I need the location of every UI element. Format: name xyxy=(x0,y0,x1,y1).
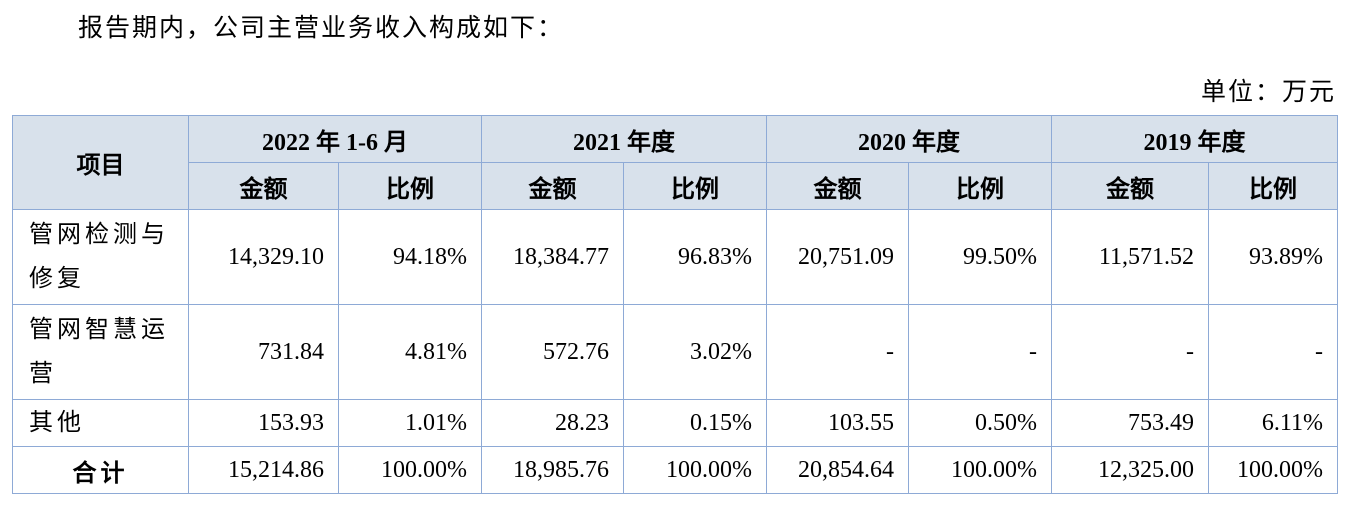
header-subcolumn: 金额 xyxy=(481,162,624,210)
table-cell: 12,325.00 xyxy=(1051,446,1209,494)
table-cell: 28.23 xyxy=(481,399,624,447)
table-cell: - xyxy=(908,304,1052,400)
header-subcolumn: 比例 xyxy=(623,162,767,210)
header-subcolumn: 金额 xyxy=(188,162,339,210)
table-cell: 15,214.86 xyxy=(188,446,339,494)
table-cell: 100.00% xyxy=(1208,446,1338,494)
table-cell: 94.18% xyxy=(338,209,482,305)
table-row: 管网智慧运营 731.84 4.81% 572.76 3.02% - - - - xyxy=(12,304,1338,400)
intro-text: 报告期内，公司主营业务收入构成如下： xyxy=(78,15,565,42)
table-cell: 99.50% xyxy=(908,209,1052,305)
header-period: 2019 年度 xyxy=(1051,115,1338,163)
table-cell: 100.00% xyxy=(908,446,1052,494)
header-subcolumn: 比例 xyxy=(908,162,1052,210)
table-cell: 572.76 xyxy=(481,304,624,400)
table-row: 其他 153.93 1.01% 28.23 0.15% 103.55 0.50% 753.49… xyxy=(12,399,1338,447)
header-subrow: 金额 比例 金额 比例 金额 比例 金额 比例 xyxy=(13,162,1338,210)
table-cell: 100.00% xyxy=(623,446,767,494)
table-cell: 100.00% xyxy=(338,446,482,494)
header-item: 项目 xyxy=(12,115,189,210)
table-cell: 0.15% xyxy=(623,399,767,447)
header-period: 2021 年度 xyxy=(481,115,767,163)
table-row: 合计 15,214.86 100.00% 18,985.76 100.00% 20,854… xyxy=(12,446,1338,494)
header-period: 2020 年度 xyxy=(766,115,1052,163)
table-cell: 3.02% xyxy=(623,304,767,400)
table-cell: 11,571.52 xyxy=(1051,209,1209,305)
table-cell: 753.49 xyxy=(1051,399,1209,447)
header-row: 项目 2022 年 1-6 月 2021 年度 2020 年度 2019 年度 xyxy=(12,115,1338,210)
table-cell: 0.50% xyxy=(908,399,1052,447)
table-cell: - xyxy=(1208,304,1338,400)
row-label: 管网检测与修复 xyxy=(12,209,189,305)
table-cell: 4.81% xyxy=(338,304,482,400)
table-cell: - xyxy=(1051,304,1209,400)
row-label: 合计 xyxy=(12,446,189,494)
table-cell: 14,329.10 xyxy=(188,209,339,305)
header-subcolumn: 比例 xyxy=(1208,162,1338,210)
row-label: 管网智慧运营 xyxy=(12,304,189,400)
table-cell: - xyxy=(766,304,909,400)
row-label: 其他 xyxy=(12,399,189,447)
table-cell: 20,751.09 xyxy=(766,209,909,305)
table-cell: 6.11% xyxy=(1208,399,1338,447)
header-subcolumn: 金额 xyxy=(1051,162,1209,210)
table-row: 管网检测与修复 14,329.10 94.18% 18,384.77 96.83% 20,… xyxy=(12,209,1338,305)
header-period: 2022 年 1-6 月 xyxy=(188,115,482,163)
table-cell: 93.89% xyxy=(1208,209,1338,305)
revenue-table: 项目 2022 年 1-6 月 2021 年度 2020 年度 2019 年度 金额 比例金… xyxy=(12,115,1338,494)
header-subcolumn: 比例 xyxy=(338,162,482,210)
table-cell: 18,985.76 xyxy=(481,446,624,494)
table-cell: 1.01% xyxy=(338,399,482,447)
unit-label: 单位：万元 xyxy=(1200,79,1336,106)
table-cell: 96.83% xyxy=(623,209,767,305)
table-cell: 731.84 xyxy=(188,304,339,400)
table-cell: 18,384.77 xyxy=(481,209,624,305)
table-cell: 20,854.64 xyxy=(766,446,909,494)
header-subcolumn: 金额 xyxy=(766,162,909,210)
table-cell: 153.93 xyxy=(188,399,339,447)
table-cell: 103.55 xyxy=(766,399,909,447)
